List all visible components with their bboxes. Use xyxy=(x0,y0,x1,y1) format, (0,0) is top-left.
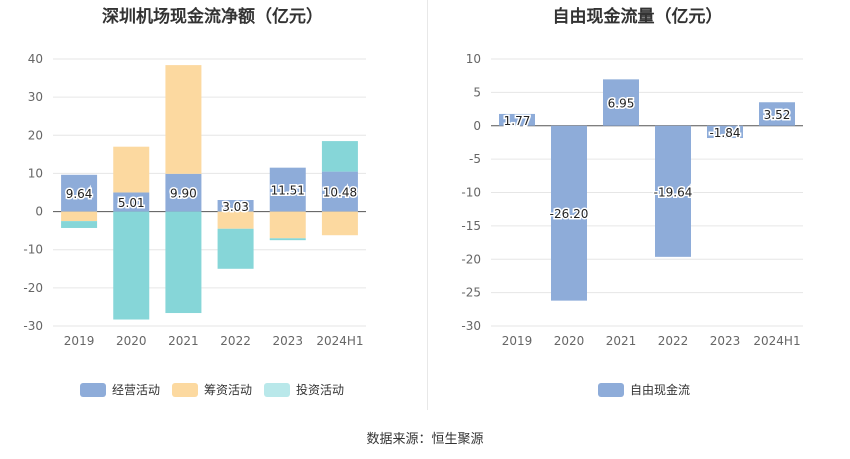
data-label: 9.90 xyxy=(170,187,197,201)
x-tick-label: 2024H1 xyxy=(316,334,363,348)
data-label: 6.95 xyxy=(608,97,635,111)
legend-item-investing[interactable]: 投资活动 xyxy=(264,381,344,398)
data-label: 1.77 xyxy=(504,114,531,128)
x-tick-label: 2019 xyxy=(502,334,533,348)
y-tick-label: -30 xyxy=(461,319,481,333)
y-tick-label: 0 xyxy=(473,119,481,133)
bar-筹资活动-2023 xyxy=(269,211,306,239)
y-tick-label: 0 xyxy=(35,205,43,219)
legend-label-financing: 筹资活动 xyxy=(204,383,253,397)
bar-经营活动-2020 xyxy=(113,192,150,212)
data-label: 5.01 xyxy=(118,196,145,210)
y-tick-label: 20 xyxy=(28,128,43,142)
left-chart-legend: 经营活动 筹资活动 投资活动 xyxy=(80,381,356,398)
legend-item-operating[interactable]: 经营活动 xyxy=(80,381,160,398)
y-tick-label: -10 xyxy=(23,243,43,257)
bar-投资活动-2023 xyxy=(269,238,306,241)
x-tick-label: 2020 xyxy=(554,334,585,348)
bar-投资活动-2021 xyxy=(165,211,202,314)
y-tick-label: -20 xyxy=(23,281,43,295)
data-label: -26.20 xyxy=(550,207,589,221)
legend-swatch-financing xyxy=(172,382,199,397)
legend-label-fcf: 自由现金流 xyxy=(630,383,691,397)
x-tick-label: 2021 xyxy=(168,334,199,348)
y-tick-label: 5 xyxy=(473,85,481,99)
x-tick-label: 2023 xyxy=(272,334,303,348)
chart-divider xyxy=(427,0,428,410)
x-tick-label: 2023 xyxy=(710,334,741,348)
y-tick-label: -10 xyxy=(461,186,481,200)
bar-经营活动-2023 xyxy=(269,167,306,212)
data-label: 9.64 xyxy=(66,187,93,201)
y-tick-label: 10 xyxy=(466,52,481,66)
x-tick-label: 2019 xyxy=(64,334,95,348)
data-label: -1.84 xyxy=(709,126,740,140)
y-tick-label: 30 xyxy=(28,90,43,104)
legend-swatch-operating xyxy=(80,382,106,397)
bar-经营活动-2024H1 xyxy=(321,171,358,212)
x-tick-label: 2021 xyxy=(606,334,637,348)
bar-自由现金流-2020 xyxy=(551,125,587,301)
bar-筹资活动-2019 xyxy=(61,211,98,222)
data-source-footer: 数据来源：恒生聚源 xyxy=(366,432,484,447)
data-label: 11.51 xyxy=(271,184,305,198)
x-tick-label: 2024H1 xyxy=(753,334,800,348)
bar-自由现金流-2021 xyxy=(603,79,639,126)
bar-筹资活动-2022 xyxy=(217,211,254,229)
x-tick-label: 2022 xyxy=(658,334,689,348)
y-tick-label: -5 xyxy=(469,152,481,166)
bar-自由现金流-2023 xyxy=(707,125,743,139)
legend-label-investing: 投资活动 xyxy=(296,383,345,397)
bar-筹资活动-2024H1 xyxy=(321,211,358,236)
y-tick-label: -25 xyxy=(461,286,481,300)
bar-自由现金流-2022 xyxy=(655,125,691,257)
legend-label-operating: 经营活动 xyxy=(112,383,161,397)
y-tick-label: -15 xyxy=(461,219,481,233)
x-tick-label: 2022 xyxy=(220,334,251,348)
bar-经营活动-2021 xyxy=(165,173,202,212)
y-tick-label: 10 xyxy=(28,166,43,180)
bar-筹资活动-2021 xyxy=(165,65,202,174)
x-tick-label: 2020 xyxy=(116,334,147,348)
legend-swatch-investing xyxy=(264,382,291,397)
legend-item-financing[interactable]: 筹资活动 xyxy=(172,381,252,398)
right-chart-title: 自由现金流量（亿元） xyxy=(552,7,723,27)
free-cash-flow-chart: 10 5 0 -5 -10 -15 -20 -25 -30 2019 2020 2021 2022 202… xyxy=(461,52,803,348)
cash-flow-stacked-chart: 40 30 20 10 0 -10 -20 -30 2019 2020 2021 2022 2023 20… xyxy=(23,52,366,348)
legend-item-fcf[interactable]: 自由现金流 xyxy=(598,381,690,398)
data-label: -19.64 xyxy=(654,185,693,199)
bar-投资活动-2020 xyxy=(113,211,150,320)
data-label: 10.48 xyxy=(323,186,357,200)
bar-投资活动-2019 xyxy=(61,221,98,228)
bar-经营活动-2022 xyxy=(217,200,254,212)
y-tick-label: -20 xyxy=(461,252,481,266)
bar-自由现金流-2019 xyxy=(499,113,535,126)
bar-经营活动-2019 xyxy=(61,174,98,212)
data-label: 3.03 xyxy=(222,200,249,214)
y-tick-label: 40 xyxy=(28,52,43,66)
data-label: 3.52 xyxy=(764,108,791,122)
bar-自由现金流-2024H1 xyxy=(759,102,795,126)
bar-投资活动-2022 xyxy=(217,228,254,269)
legend-swatch-fcf xyxy=(598,382,624,397)
bar-筹资活动-2020 xyxy=(113,146,150,193)
bar-投资活动-2024H1 xyxy=(321,141,358,172)
left-chart-title: 深圳机场现金流净额（亿元） xyxy=(102,7,323,27)
right-chart-legend: 自由现金流 xyxy=(598,381,702,398)
y-tick-label: -30 xyxy=(23,319,43,333)
